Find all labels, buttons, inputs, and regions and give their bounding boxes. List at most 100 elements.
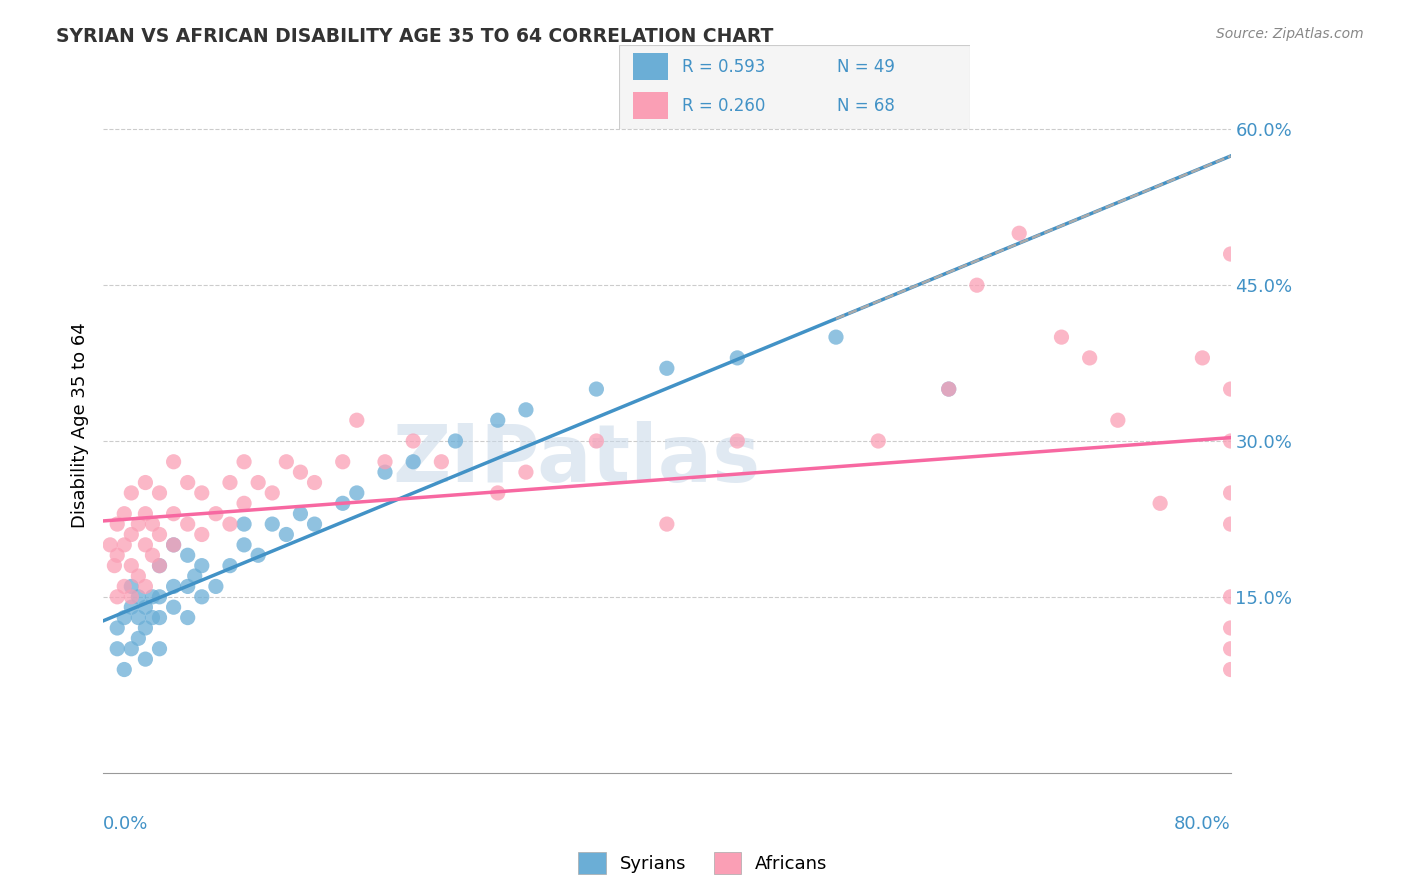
Point <box>1219 247 1241 261</box>
Point <box>112 507 135 521</box>
Point <box>346 413 368 427</box>
Point <box>105 548 128 562</box>
Point <box>290 465 312 479</box>
Point <box>868 434 890 448</box>
Point <box>1219 517 1241 532</box>
Point <box>332 455 354 469</box>
Text: Source: ZipAtlas.com: Source: ZipAtlas.com <box>1216 27 1364 41</box>
Point <box>346 486 368 500</box>
Point <box>304 475 326 490</box>
Point <box>276 455 298 469</box>
Point <box>105 641 128 656</box>
Point <box>134 507 156 521</box>
Point <box>141 517 163 532</box>
Point <box>233 538 256 552</box>
Point <box>1008 226 1031 240</box>
Point <box>176 579 198 593</box>
Point <box>162 579 184 593</box>
Legend: Syrians, Africans: Syrians, Africans <box>571 845 835 881</box>
Point <box>374 455 396 469</box>
Point <box>191 527 214 541</box>
Point <box>184 569 207 583</box>
Point <box>262 517 284 532</box>
Point <box>162 507 184 521</box>
Point <box>120 590 142 604</box>
Text: SYRIAN VS AFRICAN DISABILITY AGE 35 TO 64 CORRELATION CHART: SYRIAN VS AFRICAN DISABILITY AGE 35 TO 6… <box>56 27 773 45</box>
Point <box>304 517 326 532</box>
Point <box>219 558 242 573</box>
Point <box>120 527 142 541</box>
Point <box>444 434 467 448</box>
Point <box>430 455 453 469</box>
Point <box>148 558 170 573</box>
Point <box>233 455 256 469</box>
Point <box>233 517 256 532</box>
Point <box>141 548 163 562</box>
Point <box>127 610 149 624</box>
Point <box>655 361 678 376</box>
Point <box>148 527 170 541</box>
Point <box>148 590 170 604</box>
Point <box>134 621 156 635</box>
Point <box>162 538 184 552</box>
Point <box>1219 641 1241 656</box>
Point <box>585 382 607 396</box>
Point <box>127 632 149 646</box>
Point <box>1107 413 1129 427</box>
Point <box>105 621 128 635</box>
Text: 80.0%: 80.0% <box>1174 815 1230 833</box>
Point <box>120 641 142 656</box>
FancyBboxPatch shape <box>619 45 970 129</box>
Point <box>162 538 184 552</box>
Point <box>1191 351 1213 365</box>
Point <box>1219 382 1241 396</box>
Point <box>938 382 960 396</box>
Point <box>374 465 396 479</box>
Point <box>1078 351 1101 365</box>
Point <box>134 538 156 552</box>
Point <box>134 600 156 615</box>
Point <box>1149 496 1171 510</box>
Point <box>127 517 149 532</box>
Point <box>515 465 537 479</box>
Bar <box>633 92 668 120</box>
Point <box>127 569 149 583</box>
Point <box>191 590 214 604</box>
Point <box>219 475 242 490</box>
Point <box>205 507 228 521</box>
Point <box>176 517 198 532</box>
Point <box>402 434 425 448</box>
Point <box>938 382 960 396</box>
Point <box>290 507 312 521</box>
Y-axis label: Disability Age 35 to 64: Disability Age 35 to 64 <box>72 323 89 528</box>
Point <box>141 610 163 624</box>
Point <box>332 496 354 510</box>
Point <box>233 496 256 510</box>
Point <box>162 455 184 469</box>
Point <box>134 579 156 593</box>
Point <box>402 455 425 469</box>
Point <box>112 663 135 677</box>
Point <box>276 527 298 541</box>
Point <box>134 475 156 490</box>
Point <box>585 434 607 448</box>
Point <box>134 652 156 666</box>
Point <box>112 538 135 552</box>
Point <box>515 402 537 417</box>
Text: N = 68: N = 68 <box>837 96 894 114</box>
Point <box>148 486 170 500</box>
Point <box>176 610 198 624</box>
Point <box>141 590 163 604</box>
Point <box>1219 486 1241 500</box>
Point <box>120 558 142 573</box>
Point <box>112 579 135 593</box>
Point <box>127 590 149 604</box>
Point <box>120 486 142 500</box>
Point <box>247 475 270 490</box>
Point <box>120 600 142 615</box>
Text: 0.0%: 0.0% <box>103 815 149 833</box>
Point <box>486 486 509 500</box>
Text: N = 49: N = 49 <box>837 58 894 76</box>
Text: ZIPatlas: ZIPatlas <box>392 421 761 500</box>
Point <box>148 641 170 656</box>
